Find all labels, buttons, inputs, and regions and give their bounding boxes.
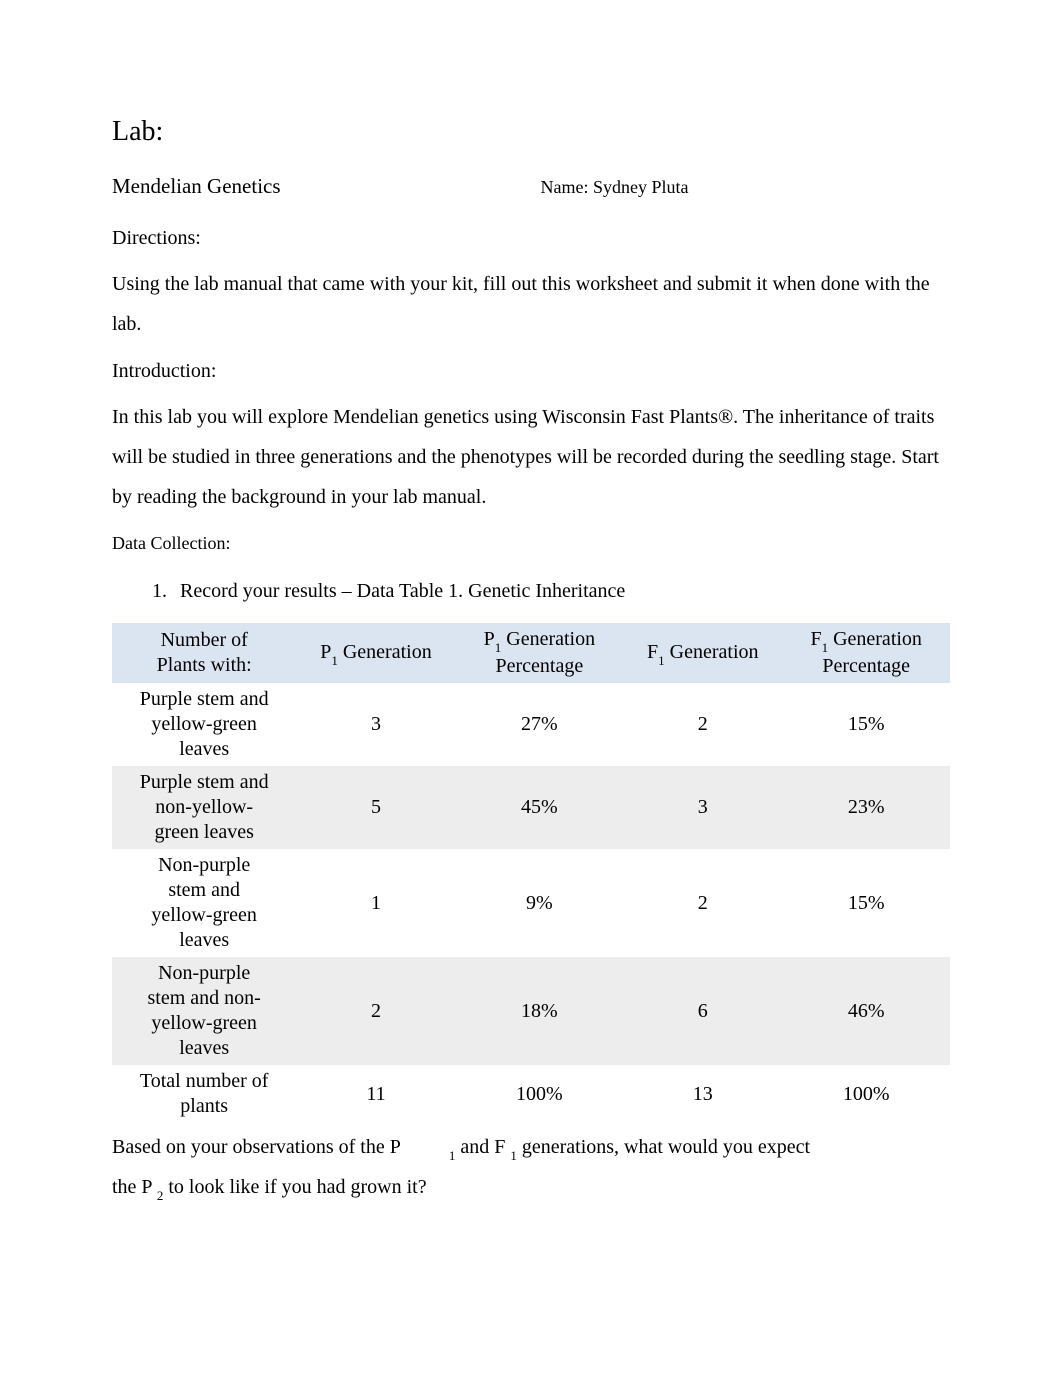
cell-f1: 6 <box>623 957 782 1065</box>
list-item-1: 1.Record your results – Data Table 1. Ge… <box>152 580 950 603</box>
name-value: Sydney Pluta <box>593 177 689 197</box>
introduction-body: In this lab you will explore Mendelian g… <box>112 397 950 517</box>
table-row: Non-purplestem and non-yellow-greenleave… <box>112 957 950 1065</box>
row-label: Non-purplestem and non-yellow-greenleave… <box>112 957 296 1065</box>
col-header-p1pct-suffix: Generation <box>501 628 595 650</box>
col-header-f1-sub: 1 <box>658 653 665 668</box>
subtitle-row: Mendelian Genetics Name: Sydney Pluta <box>112 174 950 199</box>
col-header-p1-suffix: Generation <box>338 641 432 663</box>
cell-f1pct: 100% <box>782 1065 950 1123</box>
q-seg3: generations, what would you expect <box>517 1136 810 1158</box>
data-table: Number of Plants with: P1 Generation P1 … <box>112 623 950 1123</box>
col-header-f1pct-suffix: Generation <box>828 628 922 650</box>
cell-f1: 13 <box>623 1065 782 1123</box>
cell-f1pct: 23% <box>782 766 950 849</box>
name-label: Name: <box>541 177 593 197</box>
q-line2b: to look like if you had grown it? <box>163 1176 426 1198</box>
col-header-plants: Number of Plants with: <box>112 623 296 683</box>
cell-f1pct: 46% <box>782 957 950 1065</box>
cell-f1: 3 <box>623 766 782 849</box>
col-header-f1-prefix: F <box>647 641 658 663</box>
list-item-1-text: Record your results – Data Table 1. Gene… <box>180 580 625 602</box>
col-header-p1pct: P1 Generation Percentage <box>456 623 624 683</box>
q-sub2: 1 <box>510 1148 517 1163</box>
cell-p1pct: 9% <box>456 849 624 957</box>
cell-p1pct: 27% <box>456 683 624 766</box>
row-label: Non-purplestem andyellow-greenleaves <box>112 849 296 957</box>
lab-subtitle: Mendelian Genetics <box>112 174 281 199</box>
table-row: Purple stem andyellow-greenleaves327%215… <box>112 683 950 766</box>
cell-p1: 5 <box>296 766 455 849</box>
table-row: Total number ofplants11100%13100% <box>112 1065 950 1123</box>
col-header-f1: F1 Generation <box>623 623 782 683</box>
cell-f1pct: 15% <box>782 683 950 766</box>
col-header-plants-l2: Plants with: <box>157 654 252 676</box>
cell-p1: 11 <box>296 1065 455 1123</box>
col-header-f1pct-prefix: F <box>810 628 821 650</box>
cell-p1pct: 100% <box>456 1065 624 1123</box>
directions-body: Using the lab manual that came with your… <box>112 264 950 344</box>
table-header-row: Number of Plants with: P1 Generation P1 … <box>112 623 950 683</box>
table-row: Purple stem andnon-yellow-green leaves54… <box>112 766 950 849</box>
cell-p1: 3 <box>296 683 455 766</box>
cell-p1: 2 <box>296 957 455 1065</box>
col-header-p1: P1 Generation <box>296 623 455 683</box>
cell-p1: 1 <box>296 849 455 957</box>
name-field: Name: Sydney Pluta <box>541 177 689 198</box>
directions-heading: Directions: <box>112 227 950 250</box>
q-seg2: and F <box>455 1136 510 1158</box>
col-header-p1-sub: 1 <box>331 653 338 668</box>
row-label: Purple stem andyellow-greenleaves <box>112 683 296 766</box>
cell-p1pct: 45% <box>456 766 624 849</box>
cell-p1pct: 18% <box>456 957 624 1065</box>
q-line2a: the P <box>112 1176 157 1198</box>
list-marker: 1. <box>152 580 180 603</box>
col-header-f1pct-l2: Percentage <box>822 655 910 677</box>
q-seg1: Based on your observations of the P <box>112 1127 401 1167</box>
col-header-p1-prefix: P <box>320 641 331 663</box>
table-row: Non-purplestem andyellow-greenleaves19%2… <box>112 849 950 957</box>
q-sub3: 2 <box>157 1188 164 1203</box>
followup-question: Based on your observations of the P 1 an… <box>112 1127 950 1207</box>
col-header-p1pct-prefix: P <box>484 628 495 650</box>
col-header-p1pct-l2: Percentage <box>496 655 584 677</box>
row-label: Purple stem andnon-yellow-green leaves <box>112 766 296 849</box>
cell-f1pct: 15% <box>782 849 950 957</box>
col-header-p1pct-sub: 1 <box>495 640 502 655</box>
cell-f1: 2 <box>623 683 782 766</box>
col-header-plants-l1: Number of <box>161 629 248 651</box>
lab-title: Lab: <box>112 116 950 148</box>
col-header-f1pct-sub: 1 <box>822 640 829 655</box>
q-sub1: 1 <box>449 1148 456 1163</box>
data-collection-heading: Data Collection: <box>112 533 950 554</box>
col-header-f1pct: F1 Generation Percentage <box>782 623 950 683</box>
col-header-f1-suffix: Generation <box>665 641 759 663</box>
row-label: Total number ofplants <box>112 1065 296 1123</box>
cell-f1: 2 <box>623 849 782 957</box>
introduction-heading: Introduction: <box>112 360 950 383</box>
